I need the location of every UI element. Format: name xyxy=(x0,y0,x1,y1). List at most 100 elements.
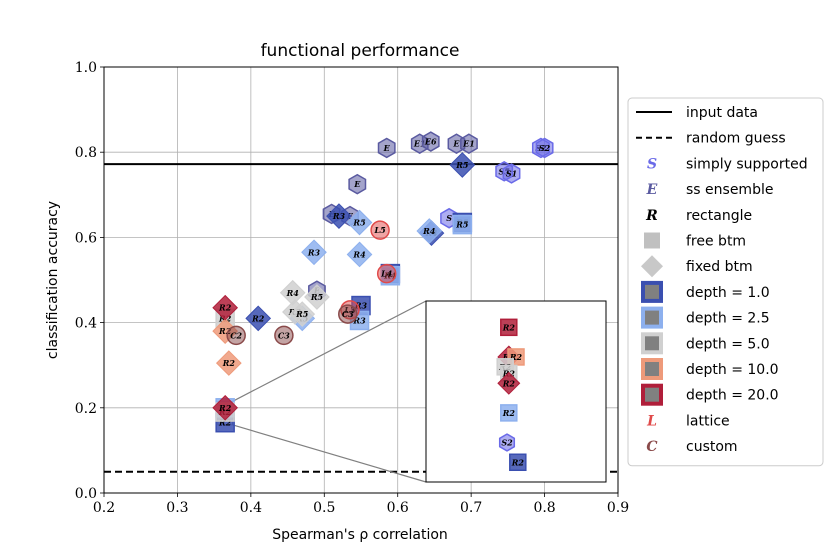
marker-label: R3 xyxy=(307,247,321,257)
legend-item: random guess xyxy=(636,131,786,147)
marker-label: R2 xyxy=(222,358,236,368)
marker-diamond-shape xyxy=(326,203,352,229)
marker-diamond: R5 xyxy=(289,301,316,327)
legend-item: depth = 2.5 xyxy=(641,306,770,329)
legend-item: depth = 20.0 xyxy=(641,383,779,406)
marker-hexagon-shape xyxy=(502,163,521,184)
y-tick-label: 0.2 xyxy=(75,401,97,417)
marker-hexagon-shape xyxy=(348,173,367,195)
marker-hexagon: S1 xyxy=(502,163,521,184)
marker-label: R4 xyxy=(352,249,366,259)
marker-label: R2 xyxy=(218,326,232,336)
legend-label: custom xyxy=(686,439,738,455)
marker-diamond-shape xyxy=(416,218,443,244)
legend-handle-depth xyxy=(641,383,663,406)
data-markers: EE1E6EE1EEEES5S1S2S2SR5R3R2R4R4R3R2R5R5R… xyxy=(212,131,554,433)
marker-label: R5 xyxy=(310,292,324,302)
legend-handle-letter: E xyxy=(646,182,658,198)
legend-label: free btm xyxy=(686,234,746,250)
legend-label: simply supported xyxy=(686,156,808,172)
marker-circle: C3 xyxy=(338,304,358,324)
marker-diamond-shape xyxy=(497,371,521,395)
marker-diamond: R5 xyxy=(449,152,476,178)
legend-label: fixed btm xyxy=(686,259,753,275)
x-tick-label: 0.5 xyxy=(313,500,335,516)
marker-label: R5 xyxy=(455,160,469,170)
connector-line xyxy=(232,300,427,402)
connector-line xyxy=(232,424,427,483)
marker-label: R4 xyxy=(422,226,436,236)
marker-label: R2 xyxy=(502,408,516,418)
marker-label: E xyxy=(353,179,361,189)
legend-label: ss ensemble xyxy=(686,182,773,198)
marker-diamond-shape xyxy=(289,301,316,327)
legend-item: free btm xyxy=(644,232,746,250)
marker-hexagon: E xyxy=(348,173,367,195)
marker-label: R2 xyxy=(218,418,232,428)
marker-label: S2 xyxy=(539,143,551,153)
marker-diamond-shape xyxy=(215,350,242,376)
marker-label: R2 xyxy=(511,457,525,467)
marker-diamond: R5 xyxy=(304,284,330,310)
legend-handle-diamond xyxy=(641,255,663,278)
marker-square-shape xyxy=(500,318,518,337)
marker-circle-shape xyxy=(376,263,397,284)
y-tick-label: 0.4 xyxy=(75,316,97,332)
x-tick-label: 0.7 xyxy=(460,500,482,516)
marker-square: R2 xyxy=(500,318,518,337)
marker-circle-shape xyxy=(338,304,358,324)
marker-diamond-shape xyxy=(212,394,239,421)
marker-label: R2 xyxy=(509,352,523,362)
marker-label: C2 xyxy=(230,330,242,340)
legend-handle-depth xyxy=(641,332,663,355)
legend-handle-letter: C xyxy=(646,439,657,455)
marker-circle: C2 xyxy=(226,325,246,346)
x-tick-label: 0.6 xyxy=(387,500,409,516)
legend-label: depth = 1.0 xyxy=(686,285,770,301)
x-tick-label: 0.3 xyxy=(166,500,188,516)
legend-label: depth = 20.0 xyxy=(686,388,779,404)
marker-diamond: R2 xyxy=(215,350,242,376)
marker-diamond: R2 xyxy=(497,371,521,395)
marker-diamond: R5 xyxy=(346,209,373,236)
legend-item: input data xyxy=(636,105,758,121)
marker-circle-shape xyxy=(274,325,294,346)
x-tick-label: 0.2 xyxy=(93,500,115,516)
marker-circle: L4 xyxy=(376,263,397,284)
marker-square-shape xyxy=(452,214,473,235)
marker-label: R3 xyxy=(332,211,346,221)
marker-circle-shape xyxy=(370,220,390,240)
marker-label: E xyxy=(452,139,460,149)
marker-label: R2 xyxy=(218,303,232,313)
legend-handle-letter: S xyxy=(647,156,657,172)
marker-diamond-shape xyxy=(301,239,327,266)
y-tick-label: 0.6 xyxy=(75,230,97,246)
marker-hexagon: S2 xyxy=(535,137,554,159)
marker-diamond: R2 xyxy=(212,294,239,321)
marker-hexagon: E6 xyxy=(421,131,440,152)
legend-item: depth = 1.0 xyxy=(641,280,770,303)
legend-handle-depth xyxy=(641,280,663,303)
legend: input data random guess S simply supported E… xyxy=(627,97,824,467)
marker-label: R5 xyxy=(352,217,366,227)
marker-label: R5 xyxy=(455,220,469,230)
legend-handle-depth xyxy=(641,306,663,329)
marker-circle-shape xyxy=(226,325,246,346)
marker-label: R2 xyxy=(502,378,516,388)
legend-handle-depth xyxy=(641,358,663,380)
marker-circle: C3 xyxy=(274,325,294,346)
legend-handle-letter: L xyxy=(646,413,657,429)
marker-diamond: R2 xyxy=(212,394,239,421)
zoom-inset: R2R2R2R2R2R2R2S2R2 xyxy=(425,300,607,483)
marker-hexagon: S2 xyxy=(498,433,516,452)
marker-label: S1 xyxy=(506,169,517,179)
x-tick-label: 0.8 xyxy=(533,500,555,516)
reference-lines xyxy=(104,163,618,473)
marker-label: L4 xyxy=(380,269,393,279)
y-tick-label: 1.0 xyxy=(75,60,97,76)
legend-item: depth = 5.0 xyxy=(641,332,770,355)
inset-connectors xyxy=(217,300,427,483)
